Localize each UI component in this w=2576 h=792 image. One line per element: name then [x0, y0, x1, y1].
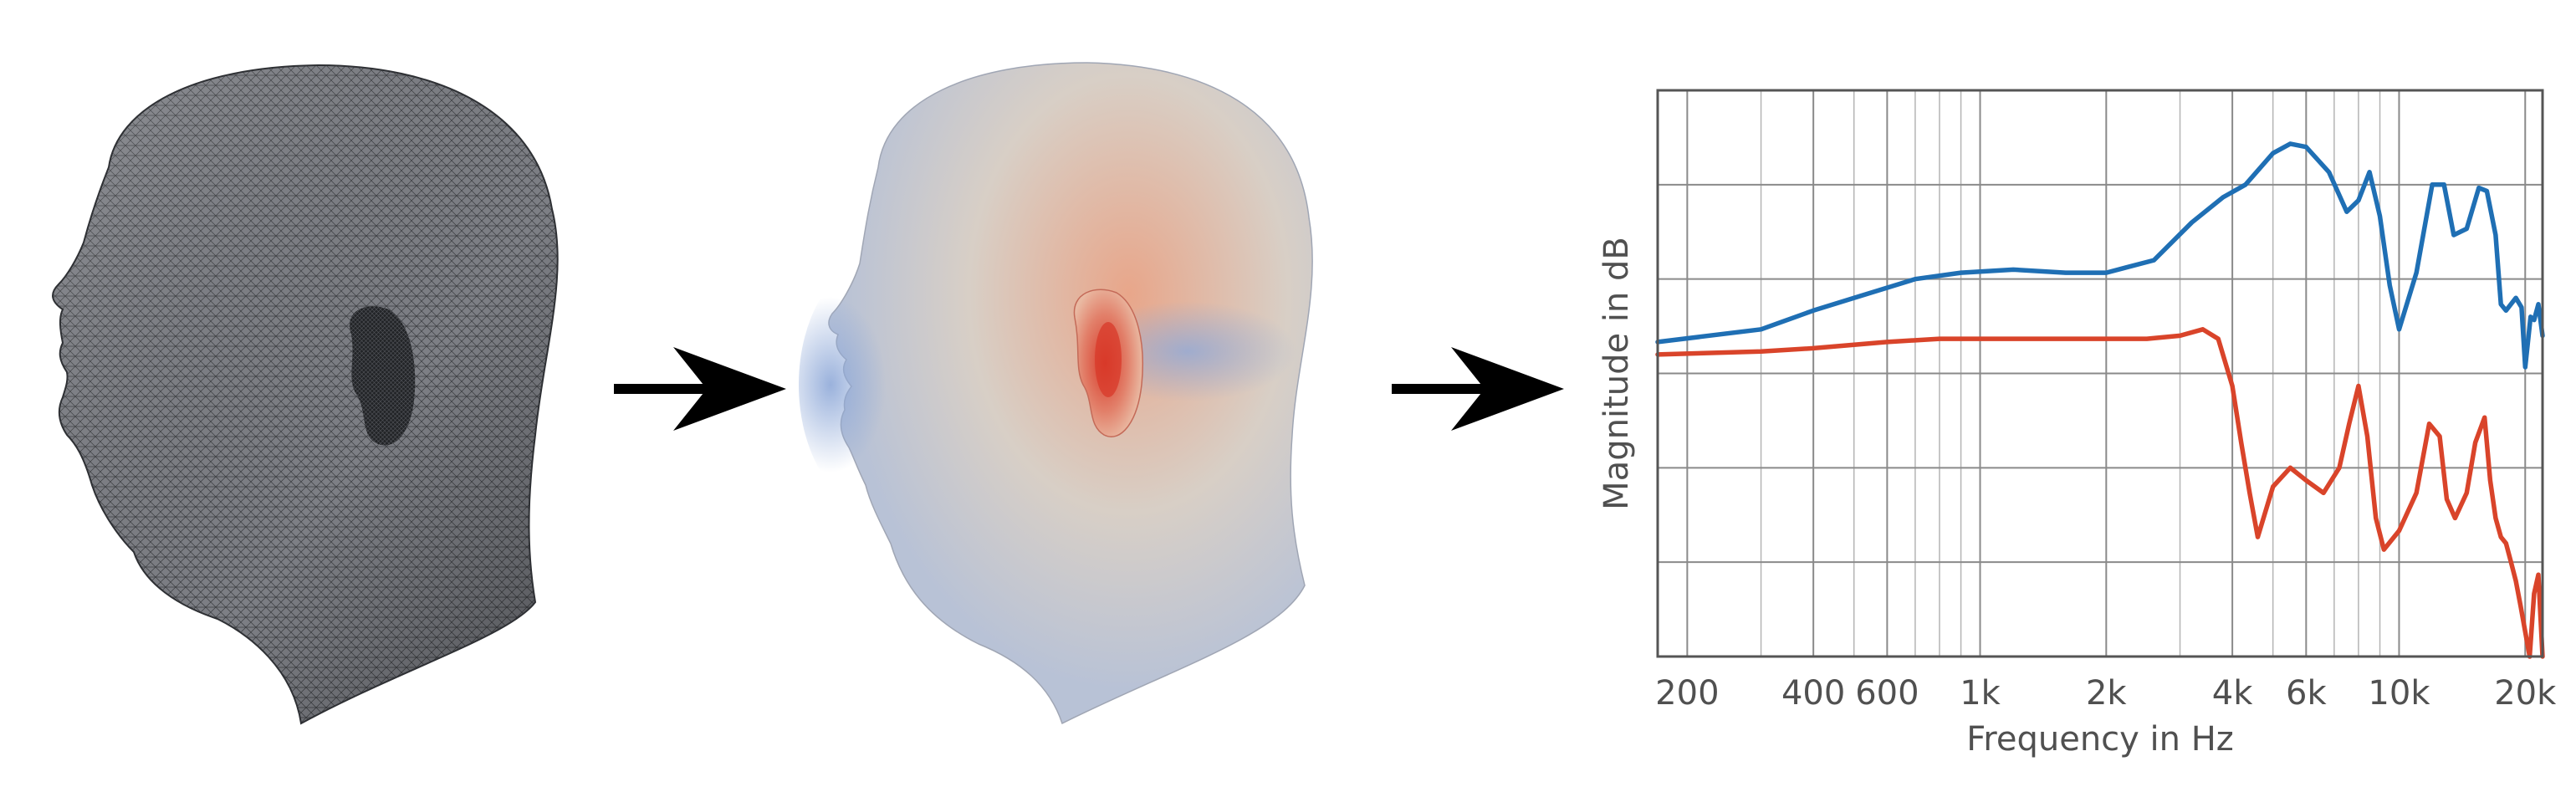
- x-tick-label: 1k: [1960, 674, 2001, 713]
- x-tick-label: 2k: [2086, 674, 2127, 713]
- x-axis-label: Frequency in Hz: [1966, 720, 2234, 759]
- simulation-head-panel: [786, 0, 1388, 789]
- x-tick-label: 6k: [2286, 674, 2327, 713]
- x-tick-label: 20k: [2494, 674, 2557, 713]
- x-tick-label: 400: [1781, 674, 1845, 713]
- x-tick-label: 600: [1855, 674, 1919, 713]
- x-tick-label: 200: [1655, 674, 1719, 713]
- arrow-right-icon: [1380, 335, 1572, 443]
- series-line-1: [1655, 141, 2545, 370]
- plot-frame: [1656, 89, 2544, 658]
- arrow-right-icon: [602, 335, 795, 443]
- x-tick-label: 4k: [2212, 674, 2253, 713]
- frequency-response-chart: 200 400 600 1k 2k 4k 6k 10k 20k Frequency in Hz …: [1572, 0, 2576, 789]
- simulated-head-image: [799, 62, 1313, 725]
- head-mesh-image: [52, 64, 559, 725]
- head-mesh-panel: [0, 0, 602, 789]
- series-line-2: [1655, 327, 2545, 659]
- y-axis-label: Magnitude in dB: [1597, 237, 1636, 510]
- mesh-ear-shape: [350, 306, 416, 446]
- x-tick-label: 10k: [2368, 674, 2430, 713]
- chart-svg: 200 400 600 1k 2k 4k 6k 10k 20k Frequency in Hz …: [1597, 89, 2557, 759]
